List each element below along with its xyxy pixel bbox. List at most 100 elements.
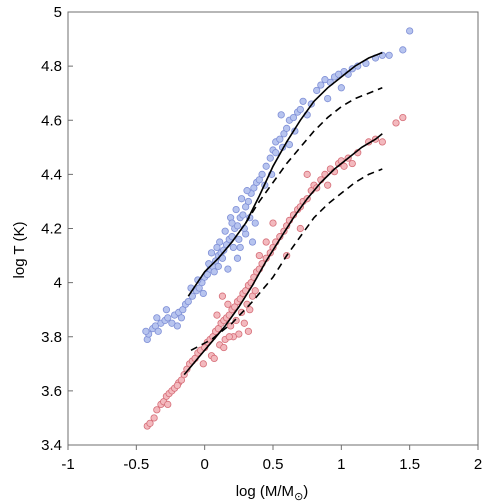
red-data-point bbox=[173, 381, 181, 390]
blue-data-point bbox=[337, 84, 345, 92]
x-tick-label: 1.5 bbox=[399, 456, 420, 473]
blue-data-point bbox=[251, 219, 259, 227]
x-axis-title-subscript: ⊙ bbox=[294, 491, 303, 503]
red-data-point bbox=[232, 316, 240, 325]
blue-data-point bbox=[258, 170, 266, 178]
blue-data-point bbox=[229, 243, 237, 252]
blue-data-point bbox=[289, 113, 298, 122]
solid-model-curve bbox=[187, 51, 383, 297]
blue-data-point bbox=[324, 95, 332, 103]
red-data-point bbox=[255, 251, 263, 260]
y-tick-label: 4.2 bbox=[41, 221, 62, 238]
red-data-point bbox=[210, 354, 218, 362]
y-tick-label: 3.8 bbox=[41, 329, 62, 346]
x-tick-label: -0.5 bbox=[123, 456, 149, 473]
blue-data-point bbox=[243, 187, 251, 195]
blue-data-point bbox=[213, 243, 221, 252]
y-tick-label: 4.6 bbox=[41, 112, 62, 129]
blue-data-point bbox=[277, 111, 285, 119]
red-data-point bbox=[324, 181, 332, 189]
tick-labels-layer: -1 -0.5 0 0.5 1 1.5 2 3.4 3.6 3.8 4 4.2 4.4 4.6 4.8 5 bbox=[41, 4, 482, 473]
red-data-point bbox=[146, 419, 154, 427]
x-axis-title-close: ) bbox=[303, 483, 308, 500]
red-data-point bbox=[303, 170, 311, 178]
red-data-point bbox=[199, 360, 207, 368]
y-tick-label: 4 bbox=[54, 275, 62, 292]
y-tick-label: 3.6 bbox=[41, 383, 62, 400]
blue-data-point bbox=[224, 265, 232, 273]
red-data-point bbox=[251, 287, 259, 295]
blue-data-point bbox=[285, 141, 293, 149]
blue-data-point bbox=[228, 219, 236, 227]
red-data-point bbox=[153, 406, 161, 414]
blue-data-point bbox=[299, 97, 307, 105]
red-data-point bbox=[269, 219, 277, 227]
blue-data-point bbox=[199, 289, 207, 298]
x-tick-label: 2 bbox=[474, 456, 482, 473]
red-data-point bbox=[220, 343, 228, 352]
blue-data-point bbox=[399, 46, 407, 54]
blue-data-point bbox=[266, 154, 274, 162]
blue-data-point bbox=[164, 314, 172, 322]
blue-data-point bbox=[154, 327, 162, 335]
y-tick-label: 4.4 bbox=[41, 166, 62, 183]
red-data-point bbox=[224, 300, 232, 308]
red-data-point bbox=[213, 311, 221, 319]
blue-data-point bbox=[272, 149, 280, 157]
blue-data-point bbox=[237, 195, 246, 203]
dashed-model-curve bbox=[190, 168, 383, 352]
y-tick-label: 3.4 bbox=[41, 437, 62, 454]
blue-data-point bbox=[236, 243, 244, 252]
blue-data-point bbox=[142, 327, 150, 335]
x-tick-label: 0.5 bbox=[263, 456, 284, 473]
red-data-point bbox=[340, 162, 348, 170]
y-axis-title: log T (K) bbox=[11, 222, 28, 279]
blue-data-point bbox=[244, 197, 252, 206]
blue-data-point bbox=[162, 306, 170, 314]
red-data-point bbox=[150, 414, 158, 422]
blue-data-point bbox=[406, 27, 414, 35]
blue-data-point bbox=[239, 211, 247, 219]
red-data-point bbox=[225, 333, 233, 341]
red-data-point bbox=[399, 113, 407, 122]
blue-data-point bbox=[283, 124, 291, 132]
red-data-point bbox=[227, 322, 235, 330]
blue-data-point bbox=[235, 235, 243, 243]
blue-data-point bbox=[184, 297, 192, 306]
blue-data-point bbox=[177, 314, 186, 322]
blue-data-point bbox=[248, 238, 257, 246]
red-data-point bbox=[240, 319, 248, 327]
red-data-point bbox=[262, 238, 270, 246]
red-data-point bbox=[378, 138, 386, 146]
axes-layer bbox=[67, 11, 479, 450]
plot-frame bbox=[67, 11, 479, 446]
red-data-point bbox=[244, 327, 252, 335]
blue-data-point bbox=[276, 135, 284, 143]
x-tick-label: 1 bbox=[337, 456, 345, 473]
blue-data-point bbox=[317, 81, 325, 89]
blue-data-point bbox=[385, 51, 393, 59]
red-data-point bbox=[348, 159, 356, 168]
blue-data-point bbox=[221, 227, 229, 235]
blue-data-point bbox=[296, 105, 304, 114]
red-data-point bbox=[218, 292, 227, 300]
blue-data-point bbox=[262, 162, 270, 170]
blue-data-point bbox=[153, 314, 161, 322]
blue-data-point bbox=[232, 205, 240, 214]
blue-data-point bbox=[313, 86, 321, 95]
y-tick-label: 4.8 bbox=[41, 58, 62, 75]
blue-data-point bbox=[207, 249, 216, 257]
solid-model-curve bbox=[183, 133, 383, 376]
red-data-point bbox=[164, 400, 172, 409]
blue-data-point bbox=[210, 268, 218, 276]
red-data-point bbox=[392, 119, 400, 127]
x-axis-title-main: log (M/M bbox=[236, 483, 294, 500]
blue-data-point bbox=[233, 254, 242, 262]
y-tick-label: 5 bbox=[54, 4, 62, 21]
blue-data-point bbox=[173, 322, 181, 330]
dashed-model-curve bbox=[245, 87, 383, 224]
x-tick-label: -1 bbox=[61, 456, 74, 473]
red-data-point bbox=[296, 224, 304, 233]
x-axis-title: log (M/M⊙) bbox=[236, 483, 309, 503]
